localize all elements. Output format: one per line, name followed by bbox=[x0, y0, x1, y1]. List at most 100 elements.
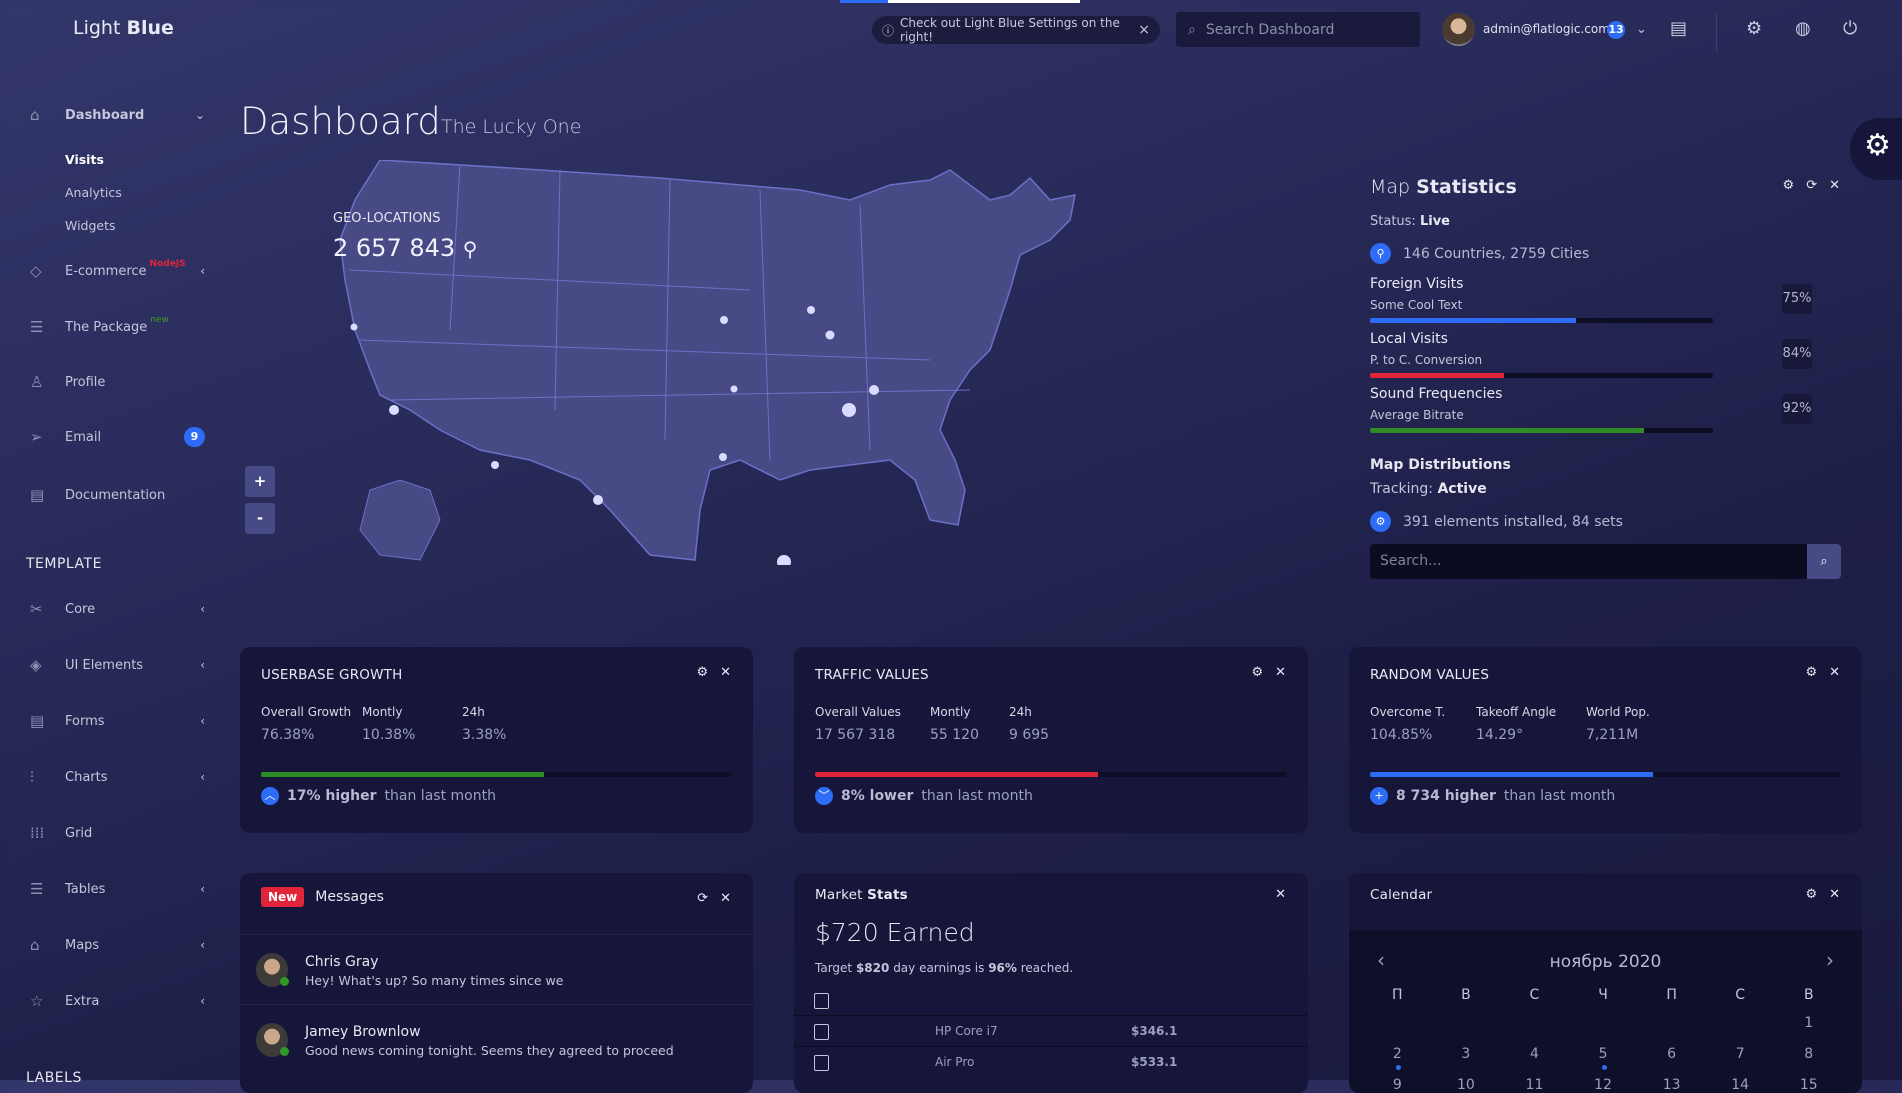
sidebar-item-forms[interactable]: ▤ Forms ‹ bbox=[30, 712, 205, 730]
calendar-day[interactable]: 1 bbox=[1804, 1015, 1814, 1031]
widget-card: TRAFFIC VALUES ⚙ ✕ Overall Values 17 567 31… bbox=[794, 647, 1308, 833]
calendar-day[interactable]: 15 bbox=[1799, 1077, 1818, 1093]
sidebar-item-dashboard[interactable]: ⌂ Dashboard ⌄ bbox=[30, 106, 205, 124]
calendar-day[interactable]: 14 bbox=[1731, 1077, 1750, 1093]
notification-badge[interactable]: 13 bbox=[1607, 21, 1625, 39]
gear-icon[interactable]: ⚙ bbox=[1805, 665, 1818, 680]
close-icon[interactable]: ✕ bbox=[1829, 178, 1840, 193]
calendar-day[interactable]: 8 bbox=[1804, 1046, 1814, 1062]
gear-icon[interactable]: ⚙ bbox=[696, 665, 709, 680]
row-checkbox[interactable] bbox=[814, 1055, 829, 1071]
calendar-day[interactable]: 13 bbox=[1662, 1077, 1681, 1093]
sidebar-item-maps[interactable]: ⌂ Maps ‹ bbox=[30, 936, 205, 954]
globe-icon[interactable]: ◍ bbox=[1795, 18, 1811, 39]
user-email[interactable]: admin@flatlogic.com bbox=[1483, 22, 1610, 36]
gear-icon[interactable]: ⚙ bbox=[1746, 18, 1763, 39]
calendar-day[interactable]: 6 bbox=[1667, 1046, 1677, 1062]
city-dot bbox=[807, 306, 815, 314]
widget-progress-bar bbox=[1370, 772, 1841, 777]
calendar-day[interactable]: 7 bbox=[1735, 1046, 1745, 1062]
progress-title: Local Visits bbox=[1370, 331, 1448, 347]
calendar-day bbox=[1432, 1015, 1501, 1034]
city-dot bbox=[350, 323, 358, 331]
calendar-day[interactable]: 4 bbox=[1529, 1046, 1539, 1062]
calendar-day[interactable]: 10 bbox=[1456, 1077, 1475, 1093]
sidebar-sub-visits[interactable]: Visits bbox=[65, 152, 104, 167]
trend: ﹀ 8% lower than last month bbox=[815, 787, 1033, 805]
close-icon[interactable]: ✕ bbox=[720, 665, 731, 680]
market-stats-title: Market Stats bbox=[815, 887, 908, 903]
sidebar-item-grid[interactable]: ⁞⁞⁞ Grid bbox=[30, 824, 205, 842]
zoom-out-button[interactable]: - bbox=[245, 503, 275, 534]
calendar-day[interactable]: 2 bbox=[1363, 1046, 1432, 1070]
close-icon[interactable]: ✕ bbox=[1829, 887, 1840, 902]
message-item[interactable]: Jamey Brownlow Good news coming tonight.… bbox=[240, 1004, 753, 1074]
close-icon[interactable]: × bbox=[1138, 22, 1150, 38]
close-icon[interactable]: ✕ bbox=[1275, 665, 1286, 680]
progress-title: Sound Frequencies bbox=[1370, 386, 1503, 402]
search-dashboard-input[interactable]: ⌕ Search Dashboard bbox=[1176, 12, 1420, 47]
logo[interactable]: Light Blue bbox=[73, 17, 174, 39]
power-icon[interactable]: ⏻ bbox=[1843, 18, 1858, 39]
new-tag: new bbox=[150, 315, 169, 325]
tracking-line: Tracking: Active bbox=[1370, 481, 1487, 497]
calendar-day[interactable]: 9 bbox=[1392, 1077, 1402, 1093]
sidebar-label: Tables bbox=[65, 881, 106, 897]
sidebar-item-tables[interactable]: ☰ Tables ‹ bbox=[30, 880, 205, 898]
gear-icon[interactable]: ⚙ bbox=[1251, 665, 1264, 680]
progress-title: Foreign Visits bbox=[1370, 276, 1464, 292]
email-badge: 9 bbox=[184, 427, 205, 447]
stat-value: 10.38% bbox=[362, 727, 416, 743]
progress-bar bbox=[1370, 318, 1713, 323]
alaska-shape bbox=[359, 479, 441, 561]
select-all-checkbox[interactable] bbox=[814, 993, 829, 1009]
zoom-in-button[interactable]: + bbox=[245, 466, 275, 497]
sidebar-item-core[interactable]: ✂ Core ‹ bbox=[30, 600, 205, 618]
sidebar-item-charts[interactable]: ⫶ Charts ‹ bbox=[30, 768, 205, 786]
chevron-left-icon: ‹ bbox=[200, 714, 205, 728]
sidebar-item-ecommerce[interactable]: ◇ E-commerce NodeJS ‹ bbox=[30, 259, 205, 280]
city-dot bbox=[825, 330, 835, 340]
search-icon: ⌕ bbox=[1820, 554, 1828, 569]
sidebar-item-documentation[interactable]: ▤ Documentation bbox=[30, 486, 205, 504]
close-icon[interactable]: ✕ bbox=[720, 891, 731, 906]
stat-label: 24h bbox=[1009, 705, 1032, 719]
next-month-button[interactable]: › bbox=[1826, 948, 1834, 972]
calendar-day[interactable]: 12 bbox=[1594, 1077, 1612, 1093]
weekday-label: В bbox=[1461, 987, 1471, 1003]
sidebar-item-extra[interactable]: ☆ Extra ‹ bbox=[30, 992, 205, 1010]
prev-month-button[interactable]: ‹ bbox=[1377, 948, 1385, 972]
sidebar-item-profile[interactable]: ♙ Profile bbox=[30, 373, 205, 391]
sidebar-label: Core bbox=[65, 601, 96, 617]
sidebar-item-package[interactable]: ☰ The Package new bbox=[30, 315, 205, 336]
sidebar-label: The Package bbox=[65, 319, 148, 335]
map-stats-title: Map Statistics bbox=[1370, 176, 1517, 198]
progress-bar bbox=[1370, 428, 1713, 433]
sidebar-item-email[interactable]: ➢ Email 9 bbox=[30, 427, 205, 447]
close-icon[interactable]: ✕ bbox=[1275, 887, 1286, 902]
calendar-day[interactable]: 11 bbox=[1525, 1077, 1544, 1093]
close-icon[interactable]: ✕ bbox=[1829, 665, 1840, 680]
calendar-day[interactable]: 5 bbox=[1569, 1046, 1638, 1070]
refresh-icon[interactable]: ⟳ bbox=[697, 891, 709, 906]
settings-gear-tab[interactable]: ⚙ bbox=[1850, 118, 1902, 180]
map-distributions-title: Map Distributions bbox=[1370, 457, 1511, 473]
sidebar-sub-widgets[interactable]: Widgets bbox=[65, 218, 116, 233]
map-search-input[interactable]: Search... bbox=[1370, 544, 1807, 579]
refresh-icon[interactable]: ⟳ bbox=[1806, 178, 1818, 193]
stat-label: Takeoff Angle bbox=[1476, 705, 1557, 719]
calendar-day[interactable]: 3 bbox=[1461, 1046, 1471, 1062]
row-checkbox[interactable] bbox=[814, 1024, 829, 1040]
gear-icon[interactable]: ⚙ bbox=[1782, 178, 1795, 193]
sidebar-sub-analytics[interactable]: Analytics bbox=[65, 185, 122, 200]
us-map[interactable] bbox=[330, 160, 1080, 565]
chat-icon[interactable]: ▤ bbox=[1670, 18, 1688, 39]
search-button[interactable]: ⌕ bbox=[1807, 544, 1841, 579]
city-dot bbox=[389, 405, 399, 415]
avatar[interactable] bbox=[1442, 13, 1475, 46]
gear-icon[interactable]: ⚙ bbox=[1805, 887, 1818, 902]
sidebar-item-ui-elements[interactable]: ◈ UI Elements ‹ bbox=[30, 656, 205, 674]
message-item[interactable]: Chris Gray Hey! What's up? So many times… bbox=[240, 934, 753, 1004]
ui-elements-icon: ◈ bbox=[30, 656, 42, 674]
chevron-down-icon[interactable]: ⌄ bbox=[1636, 22, 1647, 37]
